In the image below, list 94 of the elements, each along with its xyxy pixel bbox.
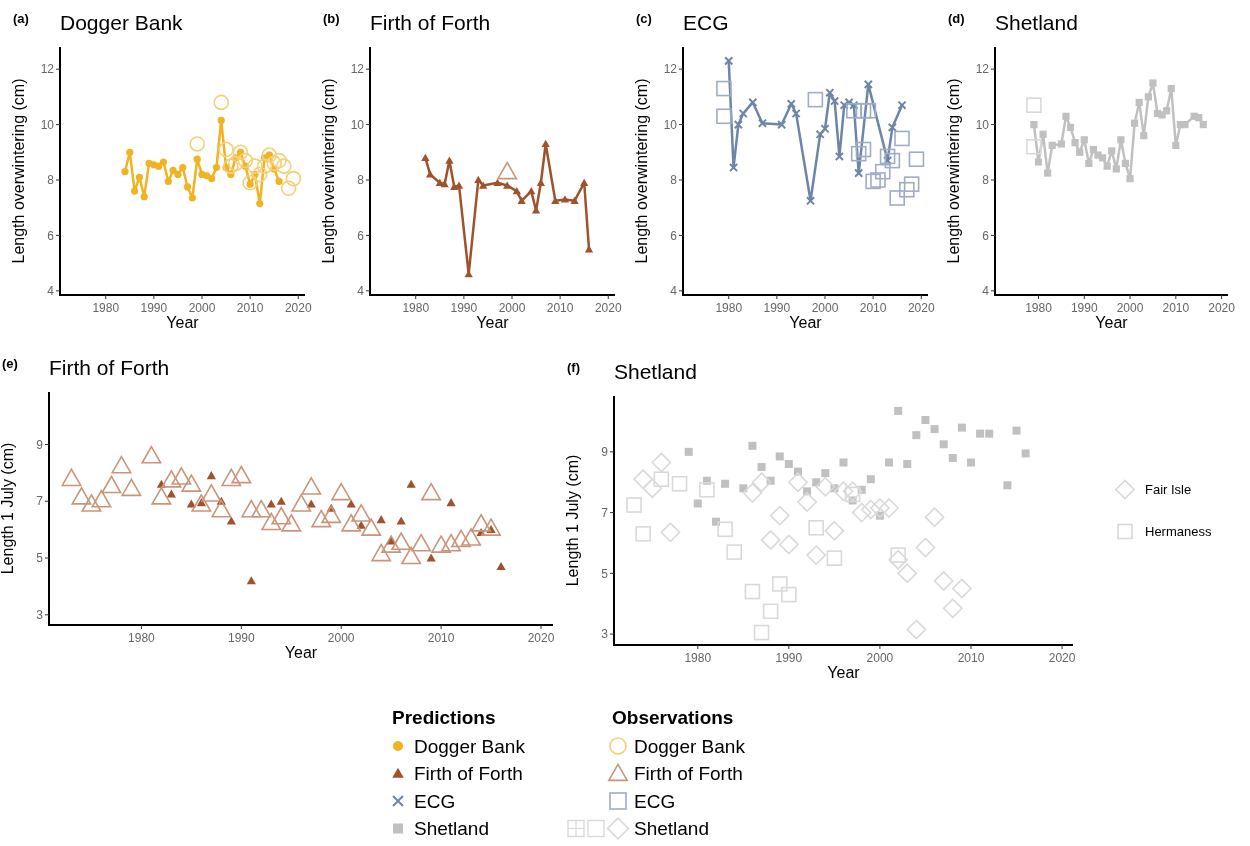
legend-label: Shetland <box>414 818 490 840</box>
x-axis-title: Year <box>166 314 200 331</box>
x-tick-label: 2010 <box>957 651 985 665</box>
x-tick-label: 2000 <box>498 301 526 315</box>
x-tick-label: 2020 <box>1208 301 1236 315</box>
y-tick-label: 6 <box>670 228 678 243</box>
y-tick-label: 3 <box>601 627 609 642</box>
x-tick-label: 2010 <box>236 301 264 315</box>
y-tick-label: 10 <box>350 117 365 132</box>
x-tick-label: 2010 <box>859 301 887 315</box>
x-tick-label: 2000 <box>866 651 894 665</box>
chart-title: Firth of Forth <box>370 11 491 34</box>
y-tick-label: 5 <box>36 551 44 566</box>
x-tick-label: 1980 <box>92 301 120 315</box>
text: (b) <box>323 11 340 26</box>
legend-label: Dogger Bank <box>634 735 746 757</box>
legend-label: Hermaness <box>1145 524 1212 540</box>
y-tick-label: 4 <box>47 284 55 299</box>
y-tick-label: 8 <box>357 173 365 188</box>
y-tick-label: 7 <box>601 505 609 520</box>
x-tick-label: 2020 <box>1048 651 1076 665</box>
y-tick-label: 4 <box>670 284 678 299</box>
text: (a) <box>13 11 29 26</box>
y-tick-label: 9 <box>601 445 609 460</box>
legend-label: Shetland <box>634 818 710 840</box>
chart-title: Firth of Forth <box>49 356 170 379</box>
x-tick-label: 1980 <box>128 631 156 645</box>
x-tick-label: 2000 <box>811 301 839 315</box>
y-axis-title: Length overwintering (cm) <box>10 78 27 264</box>
y-tick-label: 3 <box>36 607 44 622</box>
x-tick-label: 2020 <box>284 301 312 315</box>
y-tick-label: 8 <box>982 173 990 188</box>
y-tick-label: 5 <box>601 566 609 581</box>
x-tick-label: 2020 <box>527 631 555 645</box>
x-tick-label: 1990 <box>227 631 255 645</box>
x-tick-label: 2020 <box>907 301 935 315</box>
x-tick-label: 2000 <box>327 631 355 645</box>
y-tick-label: 12 <box>975 62 990 77</box>
x-tick-label: 2000 <box>188 301 216 315</box>
x-tick-label: 1980 <box>1025 301 1053 315</box>
y-tick-label: 4 <box>982 284 990 299</box>
y-tick-label: 10 <box>975 117 990 132</box>
legend-label: Firth of Forth <box>414 763 523 785</box>
legend-label: ECG <box>414 790 456 812</box>
chart-title: ECG <box>683 11 729 34</box>
text: (c) <box>636 11 652 26</box>
y-tick-label: 9 <box>36 437 44 452</box>
x-tick-label: 2010 <box>1162 301 1190 315</box>
chart-title: Shetland <box>995 11 1078 34</box>
y-tick-label: 7 <box>36 494 44 509</box>
x-tick-label: 1990 <box>1070 301 1098 315</box>
x-axis-title: Year <box>789 314 823 331</box>
legend-label: Firth of Forth <box>634 763 743 785</box>
x-axis-title: Year <box>827 664 861 681</box>
text: (f) <box>567 360 580 375</box>
y-tick-label: 12 <box>40 62 55 77</box>
y-tick-label: 8 <box>47 173 55 188</box>
y-tick-label: 6 <box>982 228 990 243</box>
x-tick-label: 2010 <box>546 301 574 315</box>
text: (d) <box>948 11 965 26</box>
x-tick-label: 2010 <box>427 631 455 645</box>
chart-title: Shetland <box>614 360 697 383</box>
x-tick-label: 1980 <box>402 301 430 315</box>
y-tick-label: 6 <box>47 228 55 243</box>
legend-title: Observations <box>612 707 734 728</box>
legend-label: Fair Isle <box>1145 482 1192 498</box>
y-tick-label: 10 <box>40 117 55 132</box>
x-tick-label: 1990 <box>775 651 803 665</box>
chart-title: Dogger Bank <box>60 11 184 34</box>
y-tick-label: 6 <box>357 228 365 243</box>
x-tick-label: 1990 <box>450 301 478 315</box>
text: (e) <box>2 356 18 371</box>
legend-title: Predictions <box>392 707 496 728</box>
y-axis-title: Length overwintering (cm) <box>633 78 650 264</box>
y-tick-label: 10 <box>663 117 678 132</box>
x-axis-title: Year <box>284 644 318 661</box>
x-axis-title: Year <box>476 314 510 331</box>
x-tick-label: 2020 <box>594 301 622 315</box>
y-tick-label: 12 <box>350 62 365 77</box>
x-tick-label: 1980 <box>684 651 712 665</box>
x-tick-label: 1980 <box>715 301 743 315</box>
y-axis-title: Length 1 July (cm) <box>564 454 581 587</box>
x-tick-label: 2000 <box>1116 301 1144 315</box>
x-axis-title: Year <box>1095 314 1129 331</box>
legend-label: ECG <box>634 790 676 812</box>
legend-label: Dogger Bank <box>414 735 526 757</box>
y-tick-label: 4 <box>357 284 365 299</box>
y-tick-label: 8 <box>670 173 678 188</box>
y-tick-label: 12 <box>663 62 678 77</box>
y-axis-title: Length overwintering (cm) <box>945 78 962 264</box>
x-tick-label: 1990 <box>140 301 168 315</box>
y-axis-title: Length 1 July (cm) <box>0 442 16 575</box>
x-tick-label: 1990 <box>763 301 791 315</box>
y-axis-title: Length overwintering (cm) <box>320 78 337 264</box>
